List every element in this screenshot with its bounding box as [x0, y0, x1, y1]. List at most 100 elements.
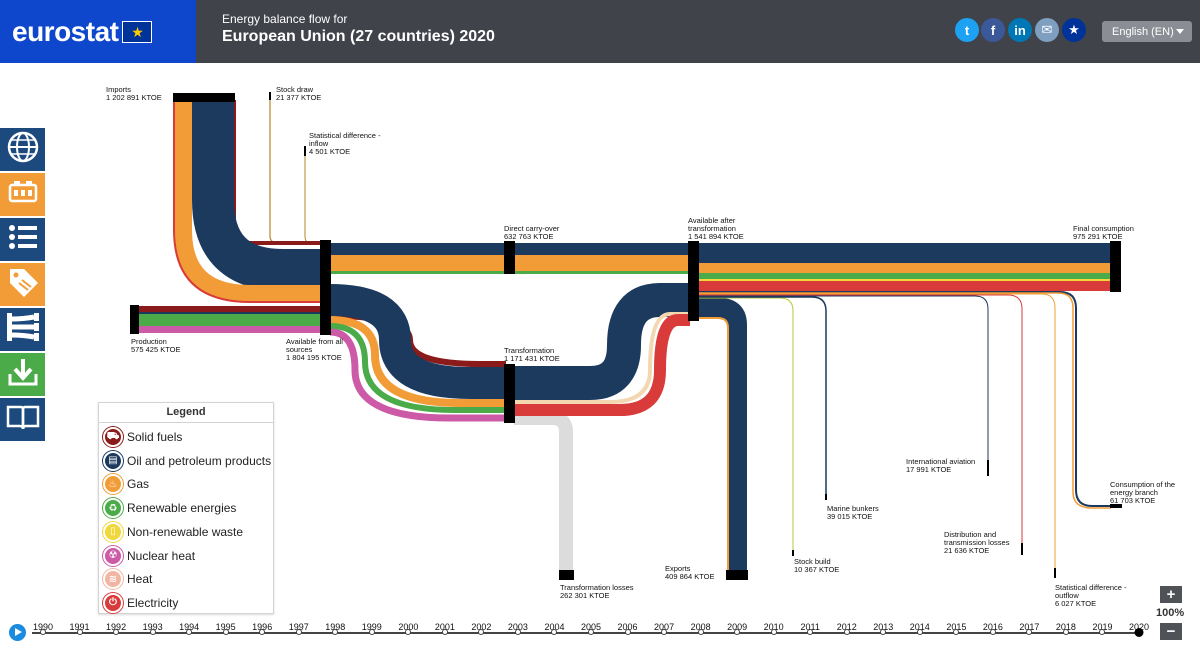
timeline-year-label[interactable]: 2000 [398, 622, 419, 632]
timeline-year-label[interactable]: 1995 [215, 622, 236, 632]
timeline-year-label[interactable]: 1998 [325, 622, 346, 632]
legend-item[interactable]: ⏻ Electricity [103, 592, 178, 613]
timeline-tick[interactable] [186, 629, 193, 635]
timeline-tick[interactable] [113, 629, 120, 635]
timeline-year-label[interactable]: 2006 [617, 622, 638, 632]
timeline-year-label[interactable]: 2007 [654, 622, 675, 632]
timeline-year-label[interactable]: 1999 [361, 622, 382, 632]
legend-item[interactable]: ☢ Nuclear heat [103, 545, 195, 566]
node-production [130, 305, 139, 334]
timeline-year-label[interactable]: 2012 [836, 622, 857, 632]
timeline-tick[interactable] [807, 629, 814, 635]
timeline-tick[interactable] [880, 629, 887, 635]
toolbar-book-button[interactable] [0, 398, 45, 442]
timeline-tick[interactable] [441, 629, 448, 635]
node-transformation-losses [559, 570, 574, 580]
flow-production-solid [134, 306, 322, 312]
timeline-year-label[interactable]: 2005 [580, 622, 602, 632]
timeline-year-label[interactable]: 2008 [690, 622, 711, 632]
timeline-tick[interactable] [989, 629, 996, 635]
timeline-tick[interactable] [1062, 629, 1069, 635]
timeline-year-label[interactable]: 2016 [982, 622, 1003, 632]
node-stat-diff-in [304, 146, 306, 156]
timeline-tick[interactable] [1099, 629, 1106, 635]
timeline-year-label[interactable]: 1992 [106, 622, 127, 632]
timeline-year-label[interactable]: 1994 [179, 622, 200, 632]
timeline-tick[interactable] [222, 629, 229, 635]
timeline-year-label[interactable]: 1991 [69, 622, 90, 632]
eu-icon[interactable]: ★ [1062, 18, 1086, 42]
play-button[interactable] [9, 624, 26, 641]
timeline-year-label[interactable]: 2020 [1128, 622, 1150, 632]
timeline-tick[interactable] [514, 629, 521, 635]
toolbar-list-button[interactable] [0, 218, 45, 262]
timeline-tick[interactable] [149, 629, 156, 635]
timeline-year-label[interactable]: 2015 [946, 622, 967, 632]
twitter-icon[interactable]: t [955, 18, 979, 42]
label-distribution: Distribution and transmission losses 21 63… [944, 530, 1010, 555]
toolbar-download-button[interactable] [0, 353, 45, 397]
timeline-year-label[interactable]: 2002 [471, 622, 492, 632]
flow-imports-oil [192, 100, 322, 291]
label-transformation-losses: Transformation losses 262 301 KTOE [560, 583, 634, 600]
timeline-tick[interactable] [734, 629, 741, 635]
timeline-year-label[interactable]: 2014 [909, 622, 930, 632]
timeline-year-label[interactable]: 2004 [544, 622, 565, 632]
timeline-year-label[interactable]: 1996 [252, 622, 273, 632]
timeline-year-label[interactable]: 2001 [434, 622, 455, 632]
timeline-tick[interactable] [76, 629, 83, 635]
timeline-tick[interactable] [661, 629, 668, 635]
facebook-icon[interactable]: f [981, 18, 1005, 42]
timeline-tick[interactable] [295, 629, 302, 635]
timeline-tick[interactable] [916, 629, 923, 635]
timeline-tick[interactable] [368, 629, 375, 635]
timeline-year-label[interactable]: 1997 [288, 622, 309, 632]
zoom-out-button[interactable]: − [1160, 623, 1182, 640]
legend-item[interactable]: ♨ Gas [103, 474, 149, 495]
timeline-year-label[interactable]: 2018 [1055, 622, 1076, 632]
products-icon [6, 177, 40, 212]
legend-panel: Legend ⛟ Solid fuels ▤ Oil and petroleum pr… [98, 402, 274, 614]
legend-item[interactable]: ≋ Heat [103, 569, 152, 590]
timeline-tick[interactable] [770, 629, 777, 635]
timeline-year-label[interactable]: 1993 [142, 622, 163, 632]
toolbar-map-button[interactable] [0, 128, 45, 172]
linkedin-icon[interactable]: in [1008, 18, 1032, 42]
language-select[interactable]: English (EN) [1102, 21, 1192, 42]
timeline-year-label[interactable]: 2010 [763, 622, 784, 632]
timeline-year-label[interactable]: 2003 [507, 622, 528, 632]
timeline-tick[interactable] [551, 629, 558, 635]
timeline-year-label[interactable]: 2009 [727, 622, 748, 632]
flow-final-elec [698, 281, 1111, 291]
toolbar-products-button[interactable] [0, 173, 45, 217]
toolbar-tag-button[interactable] [0, 263, 45, 307]
timeline-tick[interactable] [1026, 629, 1033, 635]
timeline-selected-marker[interactable] [1134, 628, 1144, 637]
timeline-year-label[interactable]: 2017 [1019, 622, 1040, 632]
legend-item[interactable]: ▯ Non-renewable waste [103, 521, 243, 542]
timeline-tick[interactable] [405, 629, 412, 635]
legend-item[interactable]: ♻ Renewable energies [103, 498, 236, 519]
timeline-tick[interactable] [332, 629, 339, 635]
timeline-tick[interactable] [478, 629, 485, 635]
timeline-year-label[interactable]: 2011 [800, 622, 820, 632]
timeline-year-label[interactable]: 2019 [1092, 622, 1113, 632]
timeline-tick[interactable] [259, 629, 266, 635]
timeline-tick[interactable] [624, 629, 631, 635]
email-icon[interactable]: ✉ [1035, 18, 1059, 42]
toolbar-sankey-button[interactable] [0, 308, 45, 352]
legend-item[interactable]: ▤ Oil and petroleum products [103, 450, 271, 471]
timeline-tick[interactable] [40, 629, 46, 635]
flow-transf-renew [329, 323, 506, 413]
eurostat-logo[interactable]: eurostat ★ [0, 0, 196, 63]
timeline-tick[interactable] [843, 629, 850, 635]
timeline-year-label[interactable]: 1990 [32, 622, 54, 632]
timeline-year-label[interactable]: 2013 [873, 622, 894, 632]
timeline-tick[interactable] [953, 629, 960, 635]
zoom-in-button[interactable]: + [1160, 586, 1182, 603]
node-available-after [688, 241, 699, 321]
timeline-tick[interactable] [588, 629, 594, 635]
label-stat-diff-in: Statistical difference - inflow 4 501 KTOE [309, 131, 381, 156]
legend-item[interactable]: ⛟ Solid fuels [103, 427, 182, 447]
timeline-tick[interactable] [697, 629, 704, 635]
